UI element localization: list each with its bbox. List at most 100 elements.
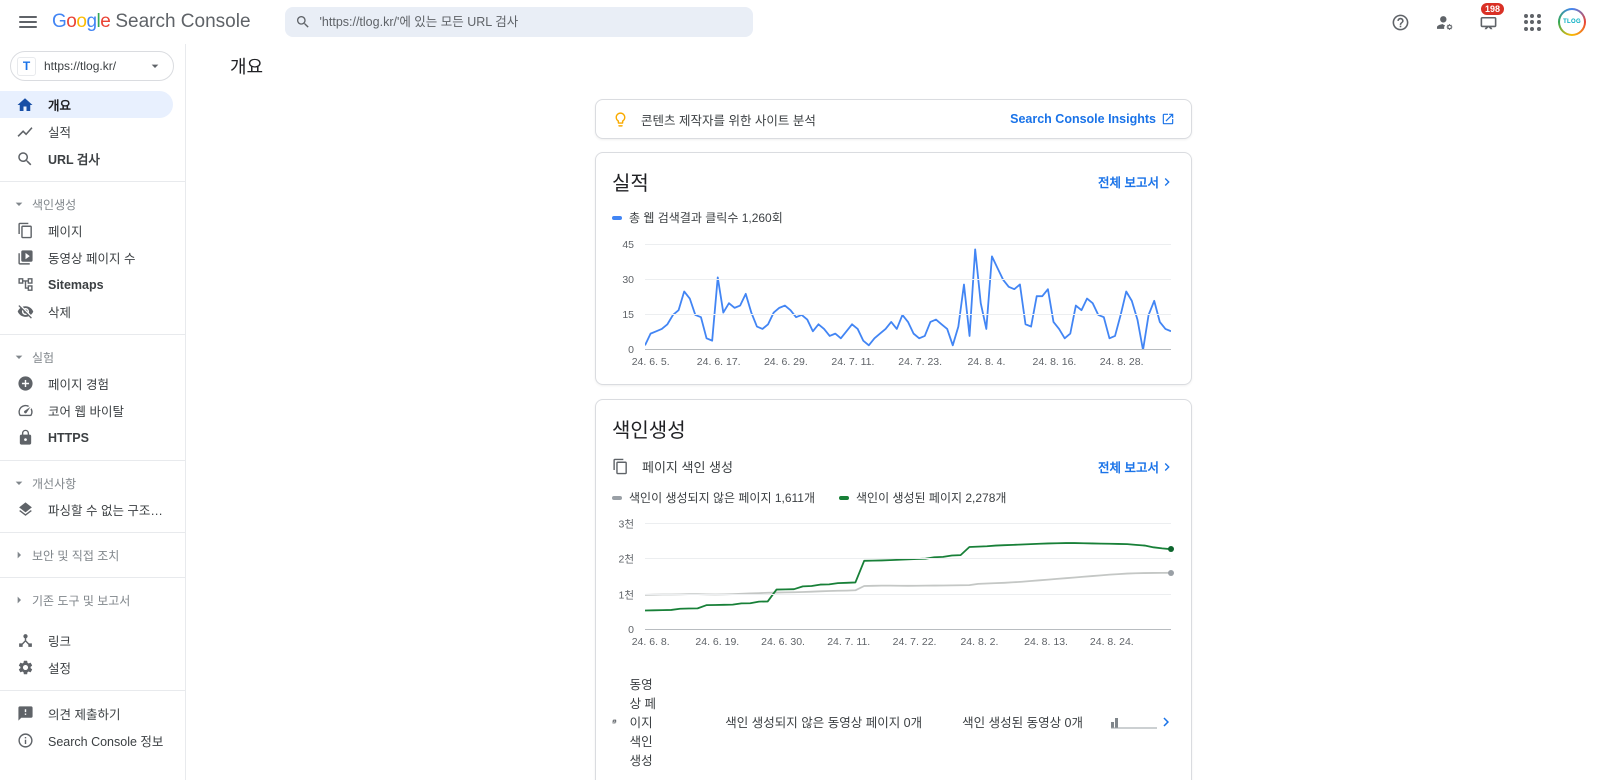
google-search-console-logo: Google Search Console xyxy=(52,11,251,33)
video-indexing-row[interactable]: 동영상 페이지 색인 생성 색인 생성되지 않은 동영상 페이지 0개 색인 생… xyxy=(612,668,1175,777)
section-security-actions[interactable]: 보안 및 직접 조치 xyxy=(0,542,185,568)
sidebar-item-settings[interactable]: 설정 xyxy=(0,654,185,681)
sidebar-item-overview[interactable]: 개요 xyxy=(0,91,173,118)
sidebar-item-performance[interactable]: 실적 xyxy=(0,118,185,145)
sidebar-item-label: 의견 제출하기 xyxy=(48,704,120,723)
y-axis-tick-label: 45 xyxy=(622,239,634,251)
insights-banner: 콘텐츠 제작자를 위한 사이트 분석 Search Console Insigh… xyxy=(595,99,1192,139)
chevron-down-icon xyxy=(147,58,163,74)
hamburger-icon xyxy=(19,16,37,28)
search-input[interactable] xyxy=(320,15,743,29)
sidebar-item-removals[interactable]: 삭제 xyxy=(0,298,185,325)
sidebar-item-core-web-vitals[interactable]: 코어 웹 바이탈 xyxy=(0,397,185,424)
sidebar-item-label: 페이지 xyxy=(48,221,83,240)
x-axis-tick-label: 24. 6. 29. xyxy=(764,356,808,368)
arrow-drop-down-icon xyxy=(10,348,28,366)
sidebar-item-about[interactable]: Search Console 정보 xyxy=(0,727,185,754)
sidebar-item-label: 코어 웹 바이탈 xyxy=(48,401,124,420)
logo-letter: o xyxy=(76,11,86,33)
sidebar: T https://tlog.kr/ 개요 실적 URL 검사 색인생성 xyxy=(0,44,186,780)
legend-item-clicks: 총 웹 검색결과 클릭수 1,260회 xyxy=(612,209,783,226)
property-selector[interactable]: T https://tlog.kr/ xyxy=(10,51,174,81)
help-button[interactable] xyxy=(1382,4,1418,40)
gridline xyxy=(645,279,1171,280)
sidebar-item-label: 페이지 경험 xyxy=(48,374,109,393)
sidebar-item-pages[interactable]: 페이지 xyxy=(0,217,185,244)
url-inspection-searchbar[interactable] xyxy=(285,7,753,37)
gridline xyxy=(645,558,1171,559)
sidebar-item-feedback[interactable]: 의견 제출하기 xyxy=(0,700,185,727)
divider xyxy=(0,334,185,335)
insights-link[interactable]: Search Console Insights xyxy=(1010,112,1175,126)
main-header: 개요 xyxy=(187,44,1600,88)
lock-icon xyxy=(16,429,34,447)
user-settings-button[interactable] xyxy=(1426,4,1462,40)
avatar-initials: TLOG xyxy=(1560,10,1584,34)
y-axis-tick-label: 0 xyxy=(628,624,634,636)
video-indexed-stat: 색인 생성된 동영상 0개 xyxy=(962,712,1083,731)
sidebar-item-https[interactable]: HTTPS xyxy=(0,424,185,451)
announcements-button[interactable]: 198 xyxy=(1470,4,1506,40)
section-indexing[interactable]: 색인생성 xyxy=(0,191,185,217)
sidebar-item-url-inspection[interactable]: URL 검사 xyxy=(0,145,185,172)
sidebar-item-sitemaps[interactable]: Sitemaps xyxy=(0,271,185,298)
gridline xyxy=(645,244,1171,245)
sitemap-icon xyxy=(16,276,34,294)
section-legacy-tools[interactable]: 기존 도구 및 보고서 xyxy=(0,587,185,613)
gear-icon xyxy=(16,659,34,677)
google-apps-button[interactable] xyxy=(1514,4,1550,40)
sidebar-item-video-pages[interactable]: 동영상 페이지 수 xyxy=(0,244,185,271)
chevron-right-icon xyxy=(1159,174,1175,190)
performance-chart[interactable]: 0153045 24. 6. 5.24. 6. 17.24. 6. 29.24.… xyxy=(612,234,1175,374)
home-icon xyxy=(16,96,34,114)
performance-full-report-link[interactable]: 전체 보고서 xyxy=(1098,172,1175,191)
legend-item-indexed: 색인이 생성된 페이지 2,278개 xyxy=(839,489,1006,506)
chart-plot xyxy=(645,240,1171,350)
sidebar-item-structured-data[interactable]: 파싱할 수 없는 구조화된 ... xyxy=(0,496,185,523)
chevron-right-icon xyxy=(1159,459,1175,475)
sidebar-item-label: 파싱할 수 없는 구조화된 ... xyxy=(48,500,174,519)
video-pages-icon xyxy=(16,249,34,267)
help-icon xyxy=(1391,13,1410,32)
legend-label: 총 웹 검색결과 클릭수 1,260회 xyxy=(629,209,783,226)
section-experience[interactable]: 실험 xyxy=(0,344,185,370)
report-link-label: 전체 보고서 xyxy=(1098,172,1159,191)
sidebar-item-page-experience[interactable]: 페이지 경험 xyxy=(0,370,185,397)
content-scroll-area[interactable]: 콘텐츠 제작자를 위한 사이트 분석 Search Console Insigh… xyxy=(187,99,1600,780)
section-label: 개선사항 xyxy=(32,475,76,492)
legend-swatch xyxy=(612,496,622,500)
property-icon: T xyxy=(17,57,36,76)
legend-swatch xyxy=(839,496,849,500)
layers-icon xyxy=(16,501,34,519)
property-label: https://tlog.kr/ xyxy=(44,59,147,73)
indexing-full-report-link[interactable]: 전체 보고서 xyxy=(1098,457,1175,476)
gridline xyxy=(645,629,1171,630)
open-in-new-icon xyxy=(1161,112,1175,126)
app-title: Search Console xyxy=(115,11,250,33)
legend-swatch xyxy=(612,216,622,220)
links-hub-icon xyxy=(16,632,34,650)
x-axis-tick-label: 24. 7. 23. xyxy=(898,356,942,368)
pages-icon xyxy=(16,222,34,240)
gridline xyxy=(645,594,1171,595)
x-axis-tick-label: 24. 7. 11. xyxy=(831,356,874,368)
lightbulb-icon xyxy=(612,111,629,128)
y-axis-tick-label: 1천 xyxy=(619,587,635,602)
indexing-card-title: 색인생성 xyxy=(612,414,686,443)
sidebar-item-label: 링크 xyxy=(48,631,71,650)
logo-letter: o xyxy=(66,11,76,33)
sidebar-item-label: Search Console 정보 xyxy=(48,731,163,750)
chart-plot xyxy=(645,520,1171,630)
sidebar-item-links[interactable]: 링크 xyxy=(0,627,185,654)
divider xyxy=(0,690,185,691)
performance-legend: 총 웹 검색결과 클릭수 1,260회 xyxy=(612,209,1175,226)
indexing-chart[interactable]: 01천2천3천 24. 6. 8.24. 6. 19.24. 6. 30.24.… xyxy=(612,514,1175,654)
x-axis-tick-label: 24. 8. 28. xyxy=(1100,356,1144,368)
menu-button[interactable] xyxy=(10,4,46,40)
account-avatar[interactable]: TLOG xyxy=(1558,8,1586,36)
gridline xyxy=(645,349,1171,350)
section-enhancements[interactable]: 개선사항 xyxy=(0,470,185,496)
chevron-right-icon[interactable] xyxy=(1157,713,1175,731)
x-axis-tick-label: 24. 6. 19. xyxy=(695,636,739,648)
logo-letter: G xyxy=(52,11,66,33)
